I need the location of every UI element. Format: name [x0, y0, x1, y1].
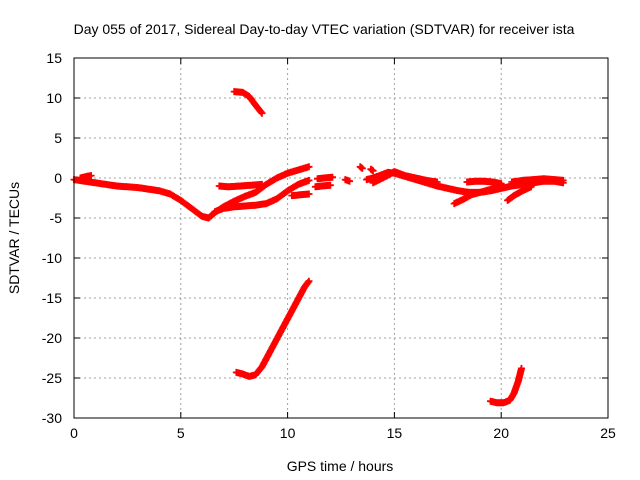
data-point: [358, 164, 366, 172]
data-point: [517, 364, 525, 372]
data-point: [369, 167, 377, 175]
data-point: [497, 180, 505, 188]
x-tick-label: 15: [387, 425, 403, 441]
series-arc-8: [311, 181, 334, 191]
y-tick-label: -10: [42, 250, 62, 266]
series-arc-2: [76, 172, 95, 182]
series-arc-17: [508, 175, 567, 186]
series-arc-6: [230, 88, 266, 117]
x-tick-label: 20: [493, 425, 509, 441]
data-point: [326, 181, 334, 189]
data-point: [346, 177, 354, 185]
y-tick-label: -30: [42, 410, 62, 426]
y-axis-label: SDTVAR / TECUs: [6, 182, 22, 294]
chart-title: Day 055 of 2017, Sidereal Day-to-day VTE…: [74, 21, 575, 37]
plot-frame: [73, 57, 609, 419]
y-tick-label: -5: [50, 210, 63, 226]
series-arc-18: [232, 277, 313, 380]
data-point: [559, 176, 567, 184]
series-arc-10: [356, 163, 366, 172]
series-arc-5: [288, 190, 313, 200]
x-tick-label: 5: [177, 425, 185, 441]
series-arc-3: [211, 176, 313, 216]
x-tick-label: 25: [600, 425, 616, 441]
data-point: [305, 277, 313, 285]
series-arc-11: [367, 165, 377, 175]
series-arc-14: [450, 184, 501, 208]
x-tick-label: 10: [280, 425, 296, 441]
data-point: [305, 163, 313, 171]
series-arc-4: [215, 180, 266, 191]
data-point: [258, 180, 266, 188]
series-arc-9: [341, 176, 354, 185]
y-tick-label: 0: [54, 170, 62, 186]
data-point: [527, 183, 535, 191]
data-point: [87, 172, 95, 180]
series-arc-16: [504, 183, 535, 204]
series-arc-7: [314, 173, 336, 183]
y-tick-label: -15: [42, 290, 62, 306]
series-arc-15: [463, 177, 505, 188]
x-tick-label: 0: [70, 425, 78, 441]
series-arc-19: [487, 364, 525, 407]
axis-ticks: 0 5 10 15 20 25 15 10 5 0 -5 -10 -15 -20 -25 -30: [42, 50, 616, 441]
y-tick-label: 5: [54, 130, 62, 146]
series-arc-13: [369, 168, 441, 187]
y-tick-label: 15: [46, 50, 62, 66]
y-tick-label: 10: [46, 90, 62, 106]
data-point: [305, 190, 313, 198]
data-points: [70, 88, 567, 407]
grid-lines: [74, 58, 608, 418]
data-point-marker: [257, 108, 265, 116]
y-tick-label: -20: [42, 330, 62, 346]
data-point: [328, 173, 336, 181]
x-axis-label: GPS time / hours: [287, 458, 394, 474]
y-tick-label: -25: [42, 370, 62, 386]
data-point: [433, 178, 441, 186]
data-point: [305, 176, 313, 184]
series-arc-1: [70, 163, 313, 222]
data-point: [258, 109, 266, 117]
